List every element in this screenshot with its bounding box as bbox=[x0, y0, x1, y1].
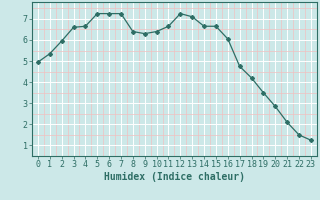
X-axis label: Humidex (Indice chaleur): Humidex (Indice chaleur) bbox=[104, 172, 245, 182]
